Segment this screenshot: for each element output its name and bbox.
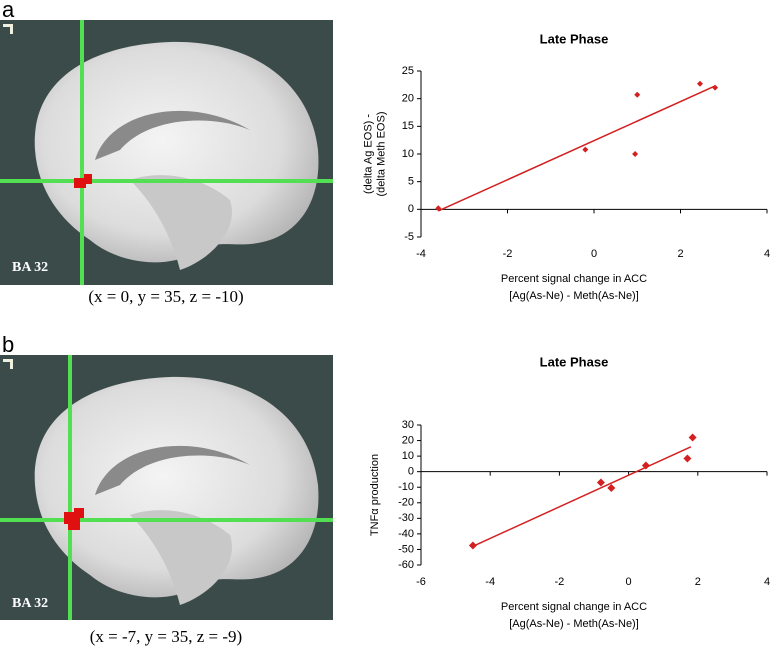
y-tick-label: -50 [398,543,414,555]
panel-letter: b [2,332,14,357]
point [632,151,639,157]
chart-title: Late Phase [540,354,609,369]
panel-letter: a [2,0,15,22]
y-tick-label: 0 [408,203,414,215]
y-tick-label: -40 [398,528,414,540]
point [688,433,697,442]
x-tick-label: 4 [764,576,770,588]
y-tick-label: -60 [398,559,414,571]
x-tick-label: 4 [764,248,770,260]
x-tick-label: -2 [555,576,565,588]
y-tick-label: -5 [404,231,414,243]
y-tick-label: -30 [398,512,414,524]
x-tick-label: 2 [695,576,701,588]
y-tick-label: -10 [398,481,414,493]
y-tick-label: 0 [408,466,414,478]
point [596,478,605,487]
y-tick-label: 20 [402,93,414,105]
x-tick-label: 2 [677,248,683,260]
y-tick-label: 10 [402,148,414,160]
y-tick-label: 30 [402,419,414,431]
point [696,80,703,87]
y-axis-label: TNFα production [369,454,381,536]
point [634,91,641,98]
y-tick-label: 10 [402,450,414,462]
image-label: BA 32 [12,596,48,611]
trendline [437,85,716,212]
point [607,484,616,492]
x-tick-label: -4 [485,576,495,588]
x-tick-label: -4 [416,248,426,260]
x-axis-label: [Ag(As-Ne) - Meth(As-Ne)] [509,290,639,302]
coords-caption: (x = 0, y = 35, z = -10) [88,287,243,306]
trendline [472,446,692,548]
point [641,461,650,470]
y-tick-label: 15 [402,120,414,132]
x-tick-label: -6 [416,576,426,588]
point [435,205,442,212]
y-tick-label: 25 [402,65,414,77]
coords-caption: (x = -7, y = 35, z = -9) [90,627,242,646]
y-tick-label: -20 [398,497,414,509]
x-axis-label: [Ag(As-Ne) - Meth(As-Ne)] [509,618,639,630]
x-tick-label: -2 [503,248,513,260]
x-tick-label: 0 [591,248,597,260]
x-axis-label: Percent signal change in ACC [501,273,647,285]
x-tick-label: 0 [626,576,632,588]
image-label: BA 32 [12,260,48,275]
y-tick-label: 20 [402,434,414,446]
brain-image-a [0,20,333,285]
y-axis-label: (delta Ag EOS) - [362,114,374,194]
x-axis-label: Percent signal change in ACC [501,601,647,613]
point [683,454,692,463]
y-axis-label: (delta Meth EOS) [375,112,387,197]
point [712,84,719,91]
y-tick-label: 5 [408,176,414,188]
point [468,541,477,550]
brain-image-b [0,355,333,620]
point [582,146,589,153]
chart-title: Late Phase [540,31,609,46]
